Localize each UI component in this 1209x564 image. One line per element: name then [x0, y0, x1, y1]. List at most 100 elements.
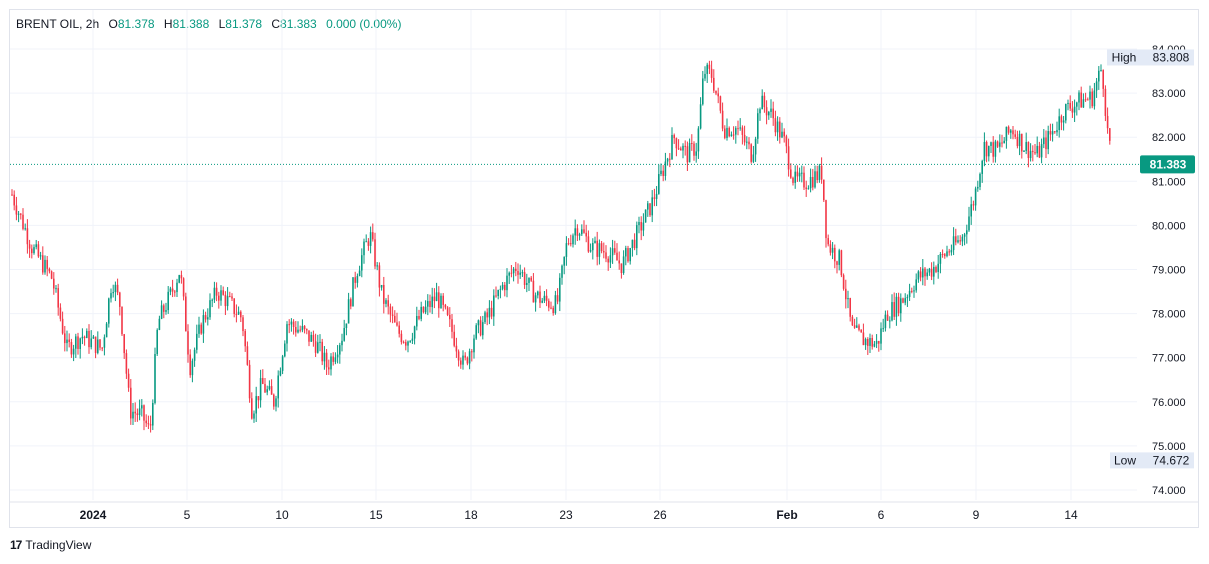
candle-body [985, 141, 988, 157]
candle-body [763, 95, 766, 108]
candle-body [189, 354, 191, 376]
candle-body [88, 330, 90, 348]
candle-body [114, 284, 117, 293]
price-tick-label: 81.000 [1152, 176, 1186, 188]
tradingview-brand[interactable]: 17 TradingView [10, 538, 91, 552]
candle-body [618, 260, 620, 264]
candle-body [365, 241, 367, 243]
price-axis[interactable]: 84.00083.00082.00081.00080.00079.00078.0… [1152, 44, 1186, 497]
candle-body [572, 235, 574, 245]
candle-body [915, 279, 917, 291]
candle-body [193, 349, 196, 361]
time-tick-label: 9 [973, 508, 980, 522]
candle-body [970, 204, 972, 217]
candle-body [955, 236, 957, 243]
candle-body [917, 271, 920, 280]
candle-body [154, 354, 156, 403]
candle-body [979, 173, 981, 187]
candle-body [556, 295, 559, 302]
candle-body [759, 109, 761, 114]
time-tick-label: 5 [184, 508, 191, 522]
candle-body [213, 287, 216, 300]
price-tick-label: 76.000 [1152, 397, 1186, 409]
candle-body [966, 230, 968, 235]
candle-body [704, 73, 706, 79]
candle-body [818, 165, 821, 181]
candle-body [46, 259, 48, 269]
candle-body [226, 296, 229, 307]
candle-body [746, 141, 748, 143]
candle-body [695, 151, 697, 156]
candle-body [739, 127, 741, 129]
candle-body [466, 357, 469, 364]
candle-body [884, 314, 887, 329]
candle-body [477, 320, 480, 326]
candle-body [504, 284, 506, 291]
candle-body [952, 236, 955, 251]
candle-body [666, 158, 669, 162]
candle-body [594, 240, 596, 243]
candle-body [416, 316, 418, 327]
candle-body [20, 213, 22, 215]
candle-body [510, 272, 513, 274]
candle-body [501, 284, 504, 289]
candle-body [776, 121, 779, 133]
candle-body [341, 340, 343, 346]
candle-body [677, 148, 680, 150]
candle-body [1106, 115, 1109, 129]
candle-body [288, 324, 290, 326]
candle-body [490, 307, 493, 317]
candle-body [809, 177, 812, 189]
candle-body [1027, 142, 1030, 159]
candle-body [1071, 108, 1074, 113]
candle-body [1016, 136, 1019, 147]
candle-body [402, 342, 405, 344]
candle-body [435, 292, 438, 302]
candle-body [790, 169, 792, 178]
time-axis[interactable]: 2024 5 10 15 18 23 26 Feb 6 9 14 [80, 508, 1078, 522]
candle-body [576, 228, 579, 236]
price-tick-label: 82.000 [1152, 132, 1186, 144]
tradingview-logo-icon: 17 [10, 538, 22, 552]
candle-body [125, 353, 128, 374]
candle-body [508, 272, 510, 276]
candle-body [209, 300, 211, 318]
candle-body [229, 296, 231, 298]
candle-body [444, 304, 447, 308]
candle-body [812, 177, 814, 188]
candle-body [627, 248, 629, 262]
candle-body [605, 252, 607, 259]
candle-body [673, 135, 675, 139]
candle-body [532, 280, 535, 303]
candle-body [94, 336, 97, 353]
candle-body [251, 398, 253, 419]
candle-body [138, 408, 141, 416]
candle-body [39, 255, 42, 257]
candle-body [457, 351, 460, 361]
candle-body [152, 402, 154, 426]
candle-body [845, 288, 847, 300]
candle-body [220, 290, 222, 301]
candle-body [244, 331, 246, 347]
symbol-label[interactable]: BRENT OIL, 2h [16, 17, 100, 31]
candle-body [127, 373, 130, 388]
candle-body [913, 290, 915, 292]
candle-body [420, 306, 422, 319]
candle-body [28, 244, 31, 249]
candle-body [268, 386, 271, 390]
candle-body [119, 292, 121, 307]
chart-frame [9, 9, 1199, 528]
candle-body [1038, 145, 1041, 158]
candle-body [200, 324, 202, 334]
candle-body [977, 186, 979, 189]
low-marker-bg [1110, 452, 1194, 469]
candle-body [732, 134, 735, 136]
candle-body [171, 288, 174, 292]
grid-lines [10, 10, 1199, 503]
candle-body [534, 295, 537, 303]
candle-body [908, 290, 911, 297]
candle-body [1080, 92, 1082, 108]
candle-body [616, 252, 618, 261]
candle-body [1045, 137, 1047, 150]
